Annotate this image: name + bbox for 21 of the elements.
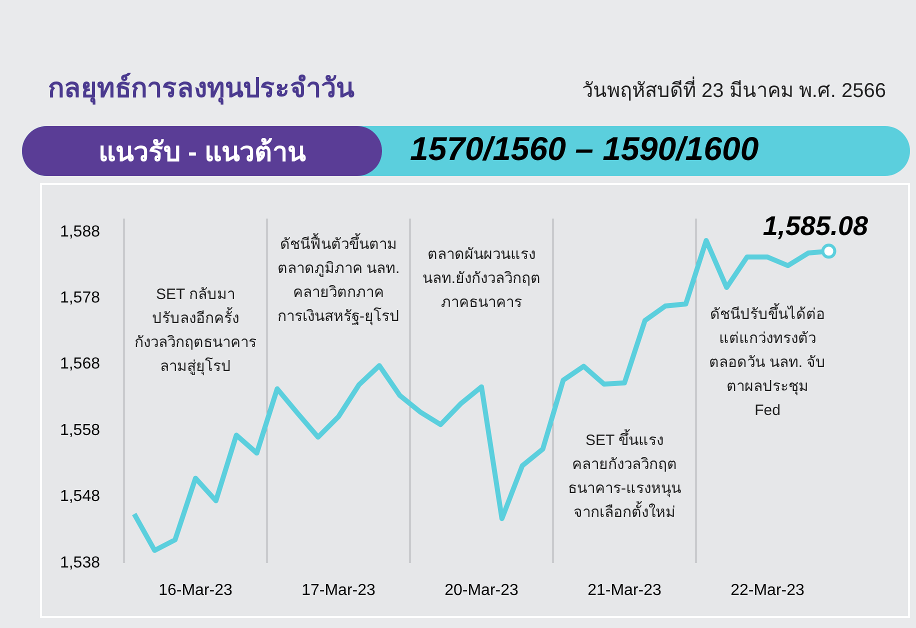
y-tick-label: 1,558 — [60, 422, 100, 439]
text: แนวรับ - แนวต้าน — [22, 126, 382, 176]
annotation: ดัชนีฟื้นตัวขึ้นตาม ตลาดภูมิภาค นลท. คลายวิตกภาค การเงินสหรัฐ-ยุโรป — [277, 233, 400, 328]
annotation: ตลาดผันผวนแรง นลท.ยังกังวลวิกฤต ภาคธนาคาร — [422, 245, 541, 313]
annotation: ดัชนีปรับขึ้นได้ต่อ แต่แกว่งทรงตัว ตลอดวัน นลท. จับ ตาผลประชุม Fed — [709, 303, 826, 421]
annotation: SET กลับมา ปรับลงอีกครั้ง กังวลวิกฤตธนาคาร ลามสู่ยุโรป — [134, 285, 256, 378]
y-tick-label: 1,588 — [60, 223, 100, 240]
x-tick-label: 16-Mar-23 — [158, 582, 232, 600]
chart-subtitle: วันพฤหัสบดีที่ 23 มีนาคม พ.ศ. 2566 — [582, 76, 886, 104]
annotation: SET ขึ้นแรง คลายกังวลวิกฤต ธนาคาร-แรงหนุน จากเลือกตั้งใหม่ — [568, 429, 681, 523]
x-tick-label: 21-Mar-23 — [588, 582, 662, 600]
text: 1570/1560 – 1590/1600 — [410, 130, 759, 168]
y-tick-label: 1,538 — [60, 554, 100, 572]
y-tick-label: 1,578 — [60, 289, 100, 306]
data-label: 1,585.08 — [762, 211, 868, 242]
y-tick-label: 1,568 — [60, 356, 100, 373]
x-tick-label: 17-Mar-23 — [302, 582, 376, 600]
chart-title: กลยุทธ์การลงทุนประจำวัน — [48, 72, 354, 107]
x-tick-label: 22-Mar-23 — [730, 582, 804, 600]
y-tick-label: 1,548 — [60, 488, 100, 506]
x-tick-label: 20-Mar-23 — [444, 582, 518, 600]
